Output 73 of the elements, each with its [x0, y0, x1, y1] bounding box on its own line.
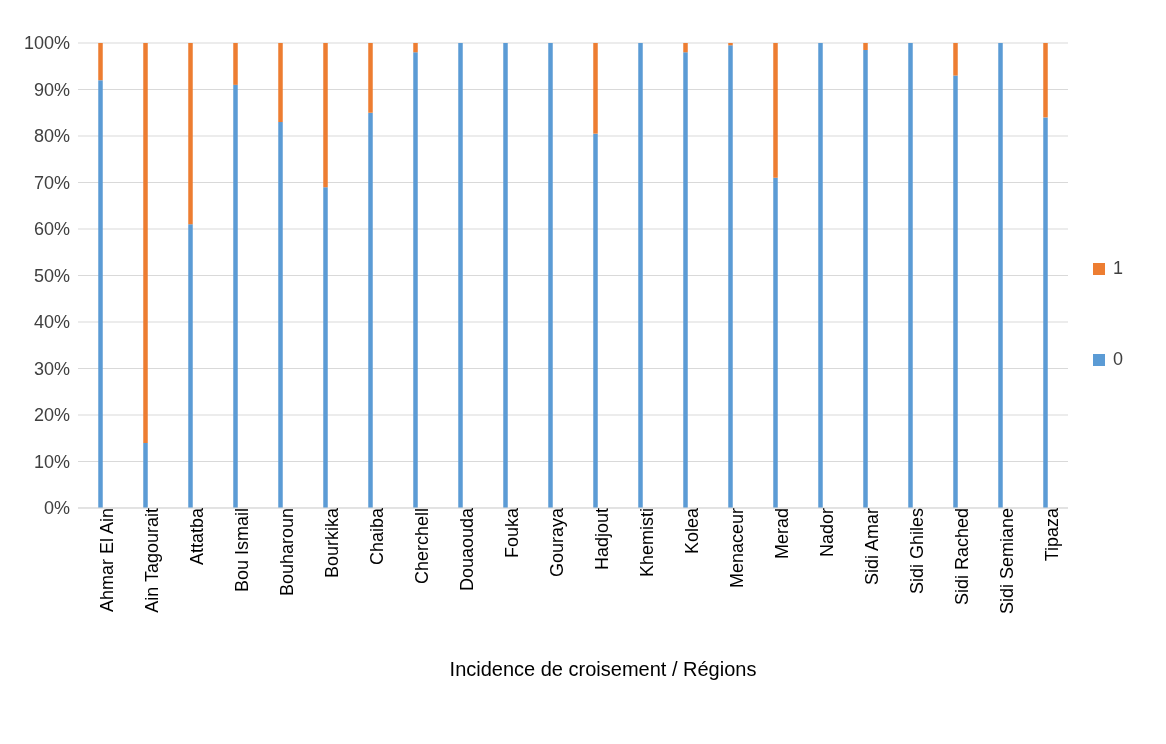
bar	[998, 43, 1003, 508]
bar	[413, 43, 418, 53]
bar	[548, 43, 553, 508]
bar	[818, 43, 823, 508]
bar	[593, 43, 598, 134]
x-tick-label: Attatba	[187, 507, 208, 566]
y-tick-label: 10%	[33, 451, 70, 472]
bar	[908, 43, 913, 508]
bar	[638, 43, 643, 508]
x-tick-label: Khemisti	[637, 508, 658, 578]
bar	[368, 112, 373, 508]
bar	[593, 133, 598, 508]
bar	[188, 43, 193, 225]
x-tick-label: Sidi Amar	[862, 508, 883, 586]
y-tick-label: 60%	[33, 219, 70, 240]
x-tick-label: Menaceur	[727, 508, 748, 589]
bar	[953, 43, 958, 76]
bar	[458, 43, 463, 508]
x-tick-label: Kolea	[682, 507, 703, 555]
bar	[728, 43, 733, 46]
y-tick-label: 50%	[33, 265, 70, 286]
x-tick-label: Bourkika	[322, 507, 343, 579]
x-axis-title: Incidence de croisement / Régions	[448, 658, 758, 681]
bar	[278, 43, 283, 123]
x-tick-label: Sidi Rached	[952, 508, 973, 606]
bar	[323, 43, 328, 188]
bar	[953, 75, 958, 508]
legend-label: 1	[1113, 258, 1124, 279]
x-tick-label: Tipaza	[1042, 507, 1063, 562]
legend-label: 0	[1113, 349, 1124, 370]
x-tick-label: Bouharoun	[277, 508, 298, 597]
y-tick-label: 100%	[23, 33, 70, 54]
bar	[1043, 43, 1048, 118]
bar	[233, 84, 238, 508]
x-tick-label: Sidi Semiane	[997, 508, 1018, 615]
y-tick-label: 90%	[33, 79, 70, 100]
x-tick-label: Ahmar El Ain	[97, 508, 118, 613]
x-tick-label: Fouka	[502, 507, 523, 559]
bar	[863, 49, 868, 508]
bar	[233, 43, 238, 85]
y-tick-label: 0%	[43, 498, 70, 519]
bar	[773, 43, 778, 178]
x-tick-label: Chaiba	[367, 507, 388, 566]
y-tick-label: 20%	[33, 405, 70, 426]
bar	[683, 43, 688, 53]
bar	[773, 177, 778, 508]
bar	[728, 45, 733, 508]
x-tick-label: Cherchell	[412, 508, 433, 585]
bar	[98, 80, 103, 508]
bar	[278, 122, 283, 508]
y-tick-label: 40%	[33, 312, 70, 333]
x-tick-label: Nador	[817, 508, 838, 558]
bar	[368, 43, 373, 113]
x-tick-label: Merad	[772, 508, 793, 560]
bar	[413, 52, 418, 508]
x-tick-label: Ain Tagourait	[142, 508, 163, 613]
bar	[1043, 117, 1048, 508]
bar	[143, 43, 148, 443]
bar	[143, 442, 148, 508]
bar	[503, 43, 508, 508]
x-tick-label: Douaouda	[457, 507, 478, 592]
x-tick-label: Sidi Ghiles	[907, 508, 928, 595]
bar	[188, 224, 193, 508]
y-tick-label: 30%	[33, 358, 70, 379]
x-tick-label: Hadjout	[592, 508, 613, 571]
y-tick-label: 80%	[33, 126, 70, 147]
bar	[98, 43, 103, 81]
x-tick-label: Bou Ismail	[232, 508, 253, 593]
y-tick-label: 70%	[33, 172, 70, 193]
bar	[323, 187, 328, 508]
bar	[683, 52, 688, 508]
bar	[863, 43, 868, 50]
x-tick-label: Gouraya	[547, 507, 568, 578]
